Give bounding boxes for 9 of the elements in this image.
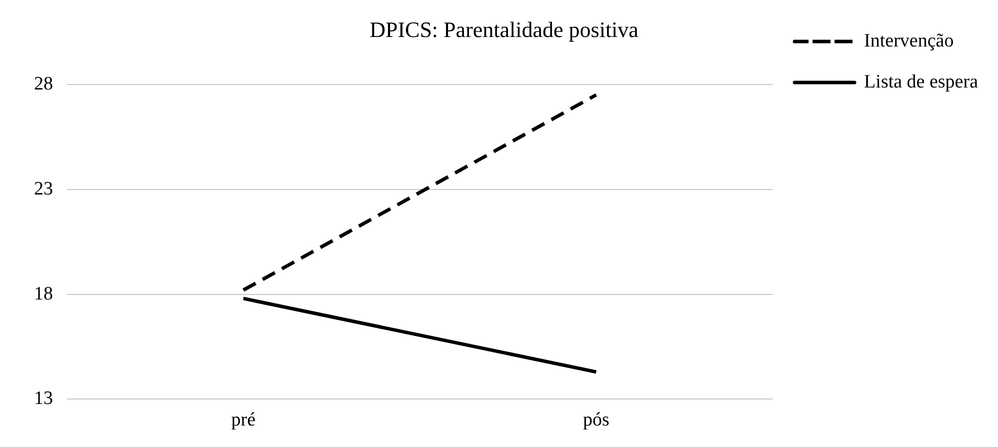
y-tick-label: 28 [34, 73, 53, 94]
x-tick-label: pós [582, 410, 610, 431]
y-tick-label: 23 [34, 178, 53, 200]
y-tick-label: 13 [34, 388, 53, 410]
legend-label: Lista de espera [864, 71, 979, 92]
chart-title: DPICS: Parentalidade positiva [370, 16, 639, 42]
legend-label: Intervenção [864, 30, 954, 52]
y-tick-label: 18 [34, 283, 53, 304]
x-tick-label: pré [231, 410, 256, 431]
